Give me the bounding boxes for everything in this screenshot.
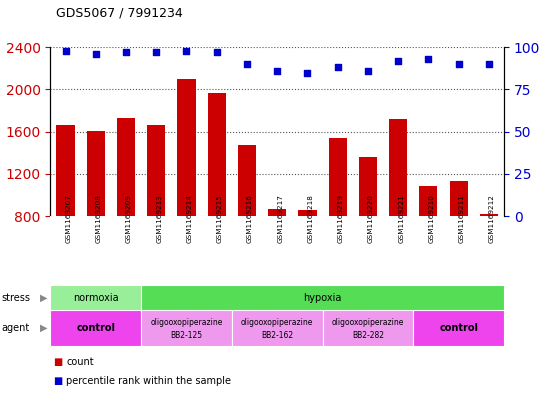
- Bar: [147, 125, 165, 216]
- Bar: [117, 118, 135, 216]
- Bar: [232, 310, 323, 346]
- Text: stress: stress: [1, 293, 30, 303]
- Text: GSM1169213: GSM1169213: [156, 194, 162, 242]
- Bar: [87, 130, 105, 216]
- Text: GSM1169221: GSM1169221: [398, 194, 404, 242]
- Point: [333, 64, 342, 71]
- Bar: [329, 138, 347, 216]
- Point: [303, 69, 312, 75]
- Text: GSM1169212: GSM1169212: [489, 194, 495, 242]
- Text: GSM1169219: GSM1169219: [338, 194, 344, 242]
- Bar: [298, 210, 316, 216]
- Bar: [389, 119, 407, 216]
- Bar: [268, 209, 286, 216]
- Text: GSM1169217: GSM1169217: [277, 194, 283, 242]
- Text: normoxia: normoxia: [73, 293, 119, 303]
- Text: percentile rank within the sample: percentile rank within the sample: [66, 376, 231, 386]
- Point: [61, 48, 70, 54]
- Text: GSM1169214: GSM1169214: [186, 194, 193, 242]
- Bar: [141, 285, 504, 310]
- Point: [484, 61, 493, 67]
- Text: GSM1169210: GSM1169210: [428, 194, 435, 242]
- Bar: [480, 214, 498, 216]
- Text: count: count: [66, 357, 94, 367]
- Text: agent: agent: [1, 323, 29, 333]
- Bar: [57, 125, 74, 216]
- Point: [454, 61, 463, 67]
- Text: BB2-282: BB2-282: [352, 331, 384, 340]
- Text: ■: ■: [53, 376, 63, 386]
- Point: [212, 49, 221, 55]
- Bar: [413, 310, 504, 346]
- Bar: [450, 181, 468, 216]
- Text: ■: ■: [53, 357, 63, 367]
- Bar: [50, 285, 141, 310]
- Text: oligooxopiperazine: oligooxopiperazine: [332, 318, 404, 327]
- Text: GSM1169216: GSM1169216: [247, 194, 253, 242]
- Text: GSM1169220: GSM1169220: [368, 194, 374, 242]
- Bar: [359, 157, 377, 216]
- Bar: [178, 79, 195, 216]
- Text: GSM1169211: GSM1169211: [459, 194, 465, 242]
- Text: oligooxopiperazine: oligooxopiperazine: [150, 318, 223, 327]
- Bar: [50, 310, 141, 346]
- Text: BB2-125: BB2-125: [170, 331, 203, 340]
- Bar: [323, 310, 413, 346]
- Text: hypoxia: hypoxia: [304, 293, 342, 303]
- Point: [182, 48, 191, 54]
- Text: GSM1169207: GSM1169207: [66, 194, 72, 242]
- Point: [122, 49, 130, 55]
- Text: ▶: ▶: [40, 293, 48, 303]
- Text: control: control: [76, 323, 115, 333]
- Text: GSM1169218: GSM1169218: [307, 194, 314, 242]
- Text: GSM1169209: GSM1169209: [126, 194, 132, 242]
- Point: [152, 49, 161, 55]
- Text: GSM1169208: GSM1169208: [96, 194, 102, 242]
- Text: BB2-162: BB2-162: [261, 331, 293, 340]
- Point: [394, 57, 403, 64]
- Text: GSM1169215: GSM1169215: [217, 194, 223, 242]
- Text: ▶: ▶: [40, 323, 48, 333]
- Bar: [208, 93, 226, 216]
- Text: control: control: [439, 323, 478, 333]
- Bar: [238, 145, 256, 216]
- Point: [91, 51, 100, 57]
- Point: [273, 68, 282, 74]
- Point: [424, 56, 433, 62]
- Bar: [141, 310, 232, 346]
- Point: [363, 68, 372, 74]
- Text: oligooxopiperazine: oligooxopiperazine: [241, 318, 314, 327]
- Point: [242, 61, 251, 67]
- Text: GDS5067 / 7991234: GDS5067 / 7991234: [56, 7, 183, 20]
- Bar: [419, 185, 437, 216]
